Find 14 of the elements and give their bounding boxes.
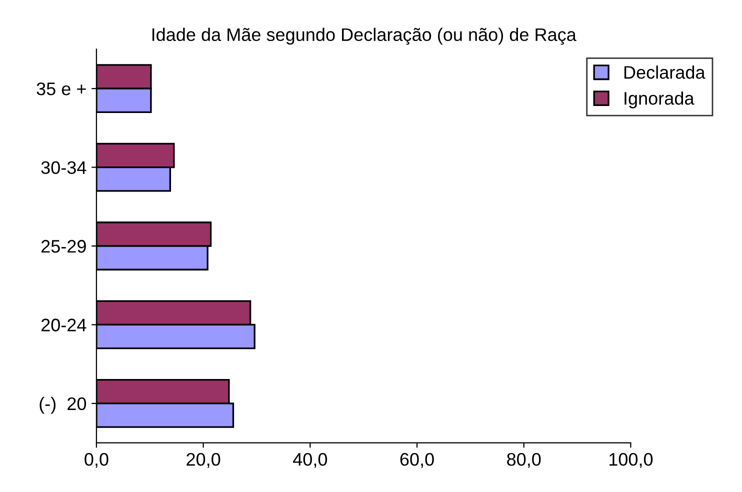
chart-title: Idade da Mãe segundo Declaração (ou não) de Raça bbox=[152, 28, 576, 45]
x-tick-label: 0,0 bbox=[84, 453, 108, 468]
x-tick-label: 80,0 bbox=[507, 453, 541, 468]
y-tick-label: 25-29 bbox=[41, 240, 86, 253]
x-tick-label: 40,0 bbox=[293, 453, 328, 468]
legend-label: Ignorada bbox=[624, 92, 694, 108]
y-tick-label: 30-34 bbox=[41, 161, 86, 174]
x-tick-label: 100,0 bbox=[609, 453, 653, 468]
y-tick-label: 20-24 bbox=[41, 318, 86, 332]
y-tick-label: 35 e + bbox=[36, 82, 86, 96]
y-tick-label: (-) 20 bbox=[40, 396, 86, 414]
x-tick-label: 60,0 bbox=[400, 453, 434, 468]
legend-label: Declarada bbox=[624, 66, 706, 79]
x-tick-label: 20,0 bbox=[186, 453, 220, 468]
